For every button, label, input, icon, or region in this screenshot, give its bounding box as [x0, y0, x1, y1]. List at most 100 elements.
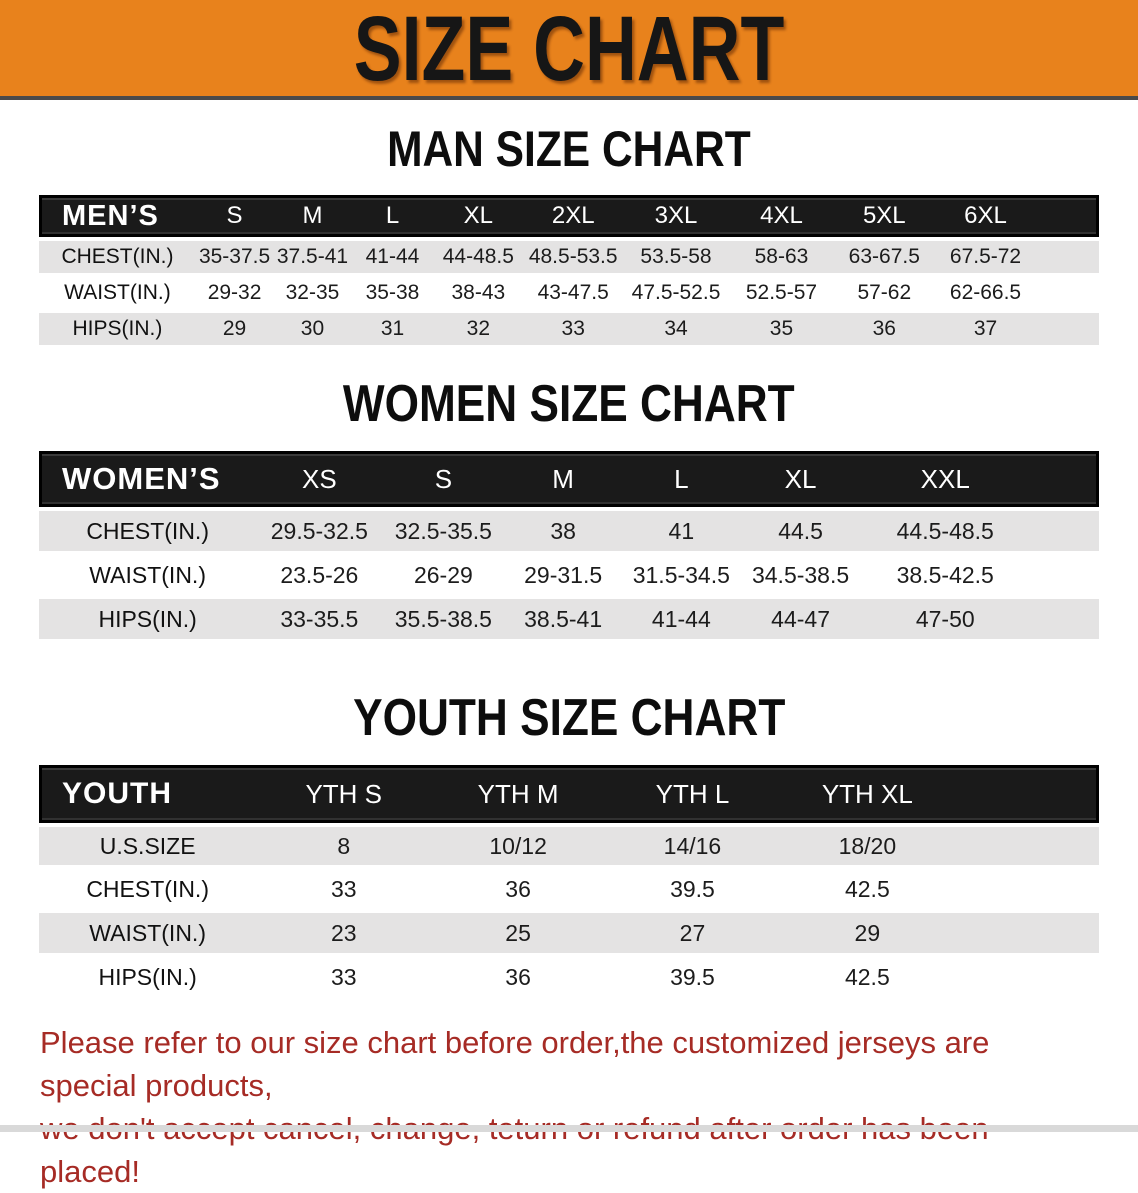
row-spacer: [1030, 599, 1099, 639]
size-chart-banner: SIZE CHART: [0, 0, 1138, 100]
column-header: YTH L: [605, 765, 780, 823]
column-header: S: [382, 451, 505, 507]
size-cell: 29-31.5: [504, 555, 622, 595]
size-cell: 23.5-26: [256, 555, 383, 595]
size-cell: 43-47.5: [523, 277, 624, 309]
youth-size-table: YOUTH YTH S YTH M YTH L YTH XL U.S.SIZE …: [39, 761, 1099, 1001]
table-row: CHEST(IN.) 33 36 39.5 42.5: [39, 869, 1099, 909]
men-table-header-row: MEN’S S M L XL 2XL 3XL 4XL 5XL 6XL: [39, 195, 1099, 237]
header-spacer: [1030, 451, 1099, 507]
size-cell: 18/20: [779, 827, 955, 865]
size-cell: 52.5-57: [729, 277, 834, 309]
size-cell: 31: [351, 313, 434, 345]
banner-title: SIZE CHART: [353, 0, 785, 100]
column-header: YTH M: [431, 765, 606, 823]
size-cell: 31.5-34.5: [621, 555, 741, 595]
size-cell: 38.5-42.5: [860, 555, 1031, 595]
size-cell: 35-37.5: [195, 241, 274, 273]
bottom-edge-strip: [0, 1125, 1138, 1132]
size-cell: 23: [256, 913, 432, 953]
men-table-corner-label: MEN’S: [39, 195, 196, 237]
column-header: XS: [256, 451, 383, 507]
row-label: HIPS(IN.): [39, 599, 257, 639]
youth-table-corner-label: YOUTH: [39, 765, 257, 823]
size-cell: 53.5-58: [623, 241, 730, 273]
column-header: 5XL: [833, 195, 935, 237]
table-row: HIPS(IN.) 29 30 31 32 33 34 35 36 37: [39, 313, 1099, 345]
column-header: M: [273, 195, 352, 237]
women-table-header-row: WOMEN’S XS S M L XL XXL: [39, 451, 1099, 507]
row-spacer: [1030, 511, 1099, 551]
size-cell: 39.5: [605, 869, 780, 909]
size-cell: 29.5-32.5: [256, 511, 383, 551]
column-header: L: [351, 195, 434, 237]
column-header: 3XL: [623, 195, 730, 237]
size-cell: 39.5: [605, 957, 780, 997]
size-cell: 30: [273, 313, 352, 345]
size-cell: 48.5-53.5: [523, 241, 624, 273]
size-cell: 44.5: [740, 511, 861, 551]
table-row: HIPS(IN.) 33 36 39.5 42.5: [39, 957, 1099, 997]
size-cell: 33: [256, 957, 432, 997]
row-spacer: [1036, 277, 1099, 309]
size-cell: 47-50: [860, 599, 1031, 639]
row-label: U.S.SIZE: [39, 827, 257, 865]
column-header: YTH XL: [779, 765, 955, 823]
column-header: XXL: [860, 451, 1031, 507]
size-cell: 10/12: [431, 827, 606, 865]
size-cell: 27: [605, 913, 780, 953]
size-cell: 38-43: [433, 277, 524, 309]
size-cell: 33-35.5: [256, 599, 383, 639]
row-label: WAIST(IN.): [39, 555, 257, 595]
size-cell: 35: [729, 313, 834, 345]
row-label: HIPS(IN.): [39, 957, 257, 997]
size-cell: 42.5: [779, 957, 955, 997]
size-cell: 42.5: [779, 869, 955, 909]
column-header: 2XL: [523, 195, 624, 237]
youth-table-header-row: YOUTH YTH S YTH M YTH L YTH XL: [39, 765, 1099, 823]
size-cell: 67.5-72: [934, 241, 1037, 273]
women-section-title: WOMEN SIZE CHART: [343, 375, 795, 433]
column-header: S: [195, 195, 274, 237]
size-cell: 41: [621, 511, 741, 551]
table-row: CHEST(IN.) 29.5-32.5 32.5-35.5 38 41 44.…: [39, 511, 1099, 551]
disclaimer-note: Please refer to our size chart before or…: [40, 1021, 1094, 1193]
size-cell: 33: [523, 313, 624, 345]
size-cell: 47.5-52.5: [623, 277, 730, 309]
table-row: CHEST(IN.) 35-37.5 37.5-41 41-44 44-48.5…: [39, 241, 1099, 273]
row-spacer: [954, 869, 1099, 909]
row-label: WAIST(IN.): [39, 913, 257, 953]
size-cell: 34.5-38.5: [740, 555, 861, 595]
row-spacer: [1036, 313, 1099, 345]
youth-section-title: YOUTH SIZE CHART: [352, 689, 786, 747]
men-size-table: MEN’S S M L XL 2XL 3XL 4XL 5XL 6XL CHEST…: [39, 191, 1099, 349]
table-row: WAIST(IN.) 29-32 32-35 35-38 38-43 43-47…: [39, 277, 1099, 309]
size-cell: 38.5-41: [504, 599, 622, 639]
size-cell: 44-47: [740, 599, 861, 639]
row-spacer: [954, 827, 1099, 865]
row-label: HIPS(IN.): [39, 313, 196, 345]
size-cell: 32: [433, 313, 524, 345]
row-spacer: [954, 957, 1099, 997]
column-header: L: [621, 451, 741, 507]
size-cell: 36: [833, 313, 935, 345]
size-cell: 8: [256, 827, 432, 865]
table-row: U.S.SIZE 8 10/12 14/16 18/20: [39, 827, 1099, 865]
column-header: XL: [740, 451, 861, 507]
column-header: YTH S: [256, 765, 432, 823]
size-cell: 25: [431, 913, 606, 953]
row-label: WAIST(IN.): [39, 277, 196, 309]
size-cell: 32-35: [273, 277, 352, 309]
row-label: CHEST(IN.): [39, 869, 257, 909]
size-cell: 26-29: [382, 555, 505, 595]
size-cell: 37: [934, 313, 1037, 345]
size-cell: 29: [195, 313, 274, 345]
column-header: M: [504, 451, 622, 507]
size-cell: 14/16: [605, 827, 780, 865]
size-cell: 36: [431, 869, 606, 909]
table-row: WAIST(IN.) 23 25 27 29: [39, 913, 1099, 953]
row-label: CHEST(IN.): [39, 241, 196, 273]
size-cell: 41-44: [621, 599, 741, 639]
row-spacer: [1036, 241, 1099, 273]
size-cell: 35-38: [351, 277, 434, 309]
